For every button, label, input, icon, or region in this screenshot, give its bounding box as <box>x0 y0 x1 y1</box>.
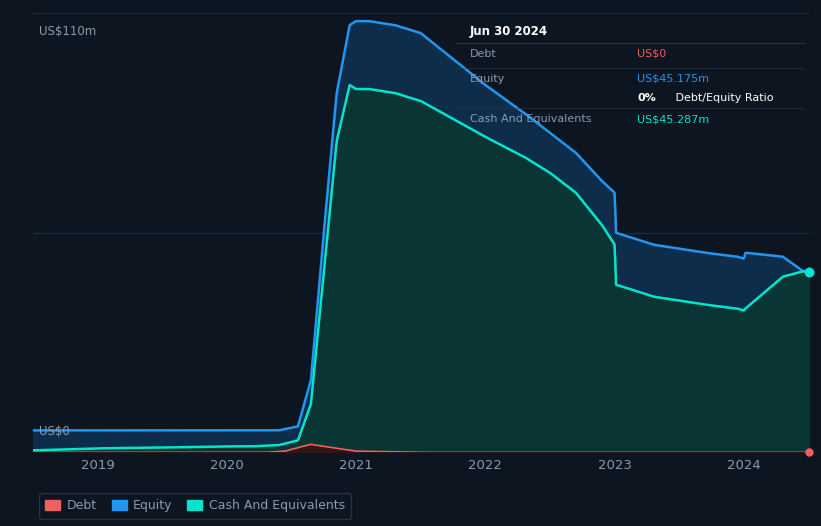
Text: US$0: US$0 <box>39 426 70 438</box>
Text: Equity: Equity <box>470 74 505 84</box>
Text: Debt/Equity Ratio: Debt/Equity Ratio <box>672 93 773 103</box>
Legend: Debt, Equity, Cash And Equivalents: Debt, Equity, Cash And Equivalents <box>39 493 351 519</box>
Text: US$0: US$0 <box>637 49 667 59</box>
Text: US$45.287m: US$45.287m <box>637 114 709 124</box>
Text: Cash And Equivalents: Cash And Equivalents <box>470 114 591 124</box>
Text: US$110m: US$110m <box>39 25 97 38</box>
Text: Debt: Debt <box>470 49 497 59</box>
Text: 0%: 0% <box>637 93 656 103</box>
Text: Jun 30 2024: Jun 30 2024 <box>470 25 548 38</box>
Text: US$45.175m: US$45.175m <box>637 74 709 84</box>
